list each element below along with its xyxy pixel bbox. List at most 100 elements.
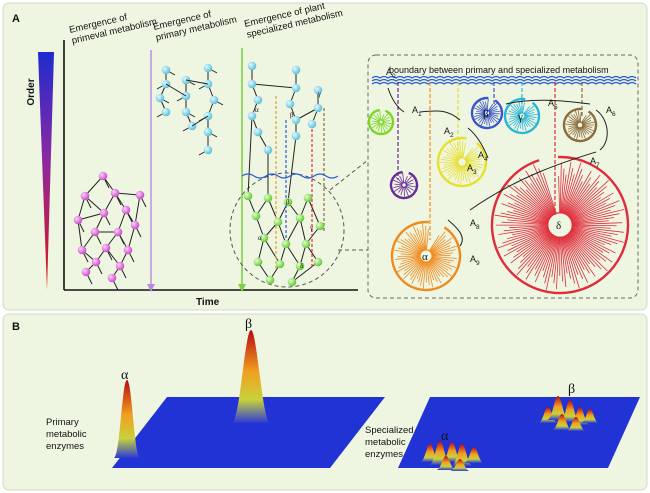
- delta-enzyme: δ: [490, 155, 630, 295]
- specialized-alpha-peak: [464, 447, 484, 463]
- primary-node: [161, 107, 171, 117]
- specialized-primary-node: [247, 111, 257, 121]
- order-gradient-wedge: [38, 52, 54, 290]
- svg-text:metabolic: metabolic: [365, 437, 406, 448]
- specialized-node: [251, 211, 261, 221]
- specialized-primary-node: [313, 103, 323, 113]
- node-greek-label: α: [255, 106, 259, 114]
- specialized-alpha-peak: [450, 459, 470, 471]
- svg-text:Primary: Primary: [46, 417, 79, 428]
- primeval-node: [121, 205, 131, 215]
- reaction-arrow: [469, 151, 597, 211]
- specialized-primary-node: [307, 119, 317, 129]
- reaction-arrow: [595, 109, 608, 151]
- beta-peak-label: β: [245, 317, 252, 332]
- primeval-node: [113, 227, 123, 237]
- svg-text:enzymes: enzymes: [365, 449, 403, 460]
- specialized-primary-node: [253, 95, 263, 105]
- svg-text:enzymes: enzymes: [46, 441, 84, 452]
- specialized-node: [275, 259, 285, 269]
- compound-a4: A4: [478, 150, 488, 163]
- specialized-primary-node: [263, 145, 273, 155]
- compound-a8: A8: [470, 218, 480, 231]
- specialized-enzymes-label: Specialized metabolic enzymes: [365, 425, 414, 460]
- reaction-arrow: [419, 110, 461, 121]
- alpha-enzyme: α: [390, 220, 462, 292]
- svg-text:metabolic: metabolic: [46, 429, 87, 440]
- yellow-enzyme: [436, 136, 488, 188]
- primary-node: [203, 145, 213, 155]
- brown-enzyme: [562, 107, 598, 143]
- compound-a3: A3: [467, 163, 477, 176]
- alpha-peak-label: α: [121, 368, 129, 383]
- specialized-beta-peak: [581, 409, 599, 423]
- primeval-node: [115, 261, 125, 271]
- primeval-node: [135, 190, 145, 200]
- specialized-primary-node: [253, 127, 263, 137]
- primeval-node: [73, 215, 83, 225]
- primary-node: [161, 65, 171, 75]
- compound-a0: A0: [386, 67, 396, 80]
- alpha-enzyme-label: α: [422, 251, 428, 263]
- enzyme-trees: β γ α δ: [367, 82, 630, 295]
- compound-a1: A1: [412, 105, 422, 118]
- primary-node: [209, 95, 219, 105]
- specialized-beta-peak: [547, 396, 569, 420]
- node-greek-label: α: [258, 234, 262, 242]
- boundary-label: boundary between primary and specialized…: [389, 65, 609, 75]
- specialized-node: [265, 275, 275, 285]
- specialized-alpha-peak: [436, 456, 456, 470]
- panel-b-letter: B: [12, 321, 20, 333]
- mini-boundary-wave: [241, 173, 339, 179]
- primeval-node: [110, 188, 120, 198]
- panel-a-letter: A: [12, 13, 20, 25]
- primeval-node: [101, 243, 111, 253]
- specialized-beta-label: β: [568, 382, 575, 397]
- primeval-node: [90, 227, 100, 237]
- specialized-beta-peak: [566, 417, 586, 431]
- primeval-node: [107, 273, 117, 283]
- primary-plane: [112, 397, 385, 468]
- specialized-primary-node: [247, 79, 257, 89]
- specialized-primary-node: [247, 61, 257, 71]
- order-axis-label: Order: [26, 78, 37, 105]
- specialized-node: [273, 217, 283, 227]
- node-greek-label: β: [286, 198, 290, 206]
- node-greek-label: γ: [309, 224, 313, 232]
- specialized-node: [303, 193, 313, 203]
- specialized-primary-node: [285, 99, 295, 109]
- primeval-node: [81, 267, 91, 277]
- zoom-circle: [229, 172, 345, 288]
- alpha-peak: [114, 380, 140, 458]
- node-greek-label: γ: [317, 90, 321, 98]
- time-axis-label: Time: [196, 297, 220, 308]
- beta-enzyme-label: β: [483, 108, 489, 120]
- gamma-enzyme-label: γ: [517, 111, 523, 123]
- compound-a2: A2: [444, 126, 454, 139]
- reaction-arrow: [467, 127, 489, 159]
- primary-network: [155, 63, 224, 156]
- specialized-alpha-label: α: [441, 429, 449, 444]
- primary-node: [203, 63, 213, 73]
- beta-enzyme: β: [470, 96, 504, 130]
- specialized-node: [287, 277, 297, 287]
- primary-enzymes-label: Primary metabolic enzymes: [46, 417, 87, 452]
- specialized-node: [301, 239, 311, 249]
- specialized-beta-peak: [560, 400, 580, 422]
- primeval-node: [130, 220, 140, 230]
- specialized-node: [295, 261, 305, 271]
- specialized-node: [263, 193, 273, 203]
- specialized-node: [295, 213, 305, 223]
- specialized-primary-node: [291, 65, 301, 75]
- primary-node: [181, 107, 191, 117]
- primeval-network: [73, 171, 147, 291]
- primary-node: [203, 127, 213, 137]
- specialized-beta-peak: [552, 414, 572, 430]
- reaction-arrow: [387, 87, 405, 113]
- node-greek-label: δ: [300, 262, 304, 270]
- primeval-node: [91, 257, 101, 267]
- specialized-network: α β γ β γ α δ: [241, 61, 339, 287]
- delta-enzyme-label: δ: [556, 220, 561, 232]
- primeval-node: [98, 171, 108, 181]
- primeval-node: [77, 245, 87, 255]
